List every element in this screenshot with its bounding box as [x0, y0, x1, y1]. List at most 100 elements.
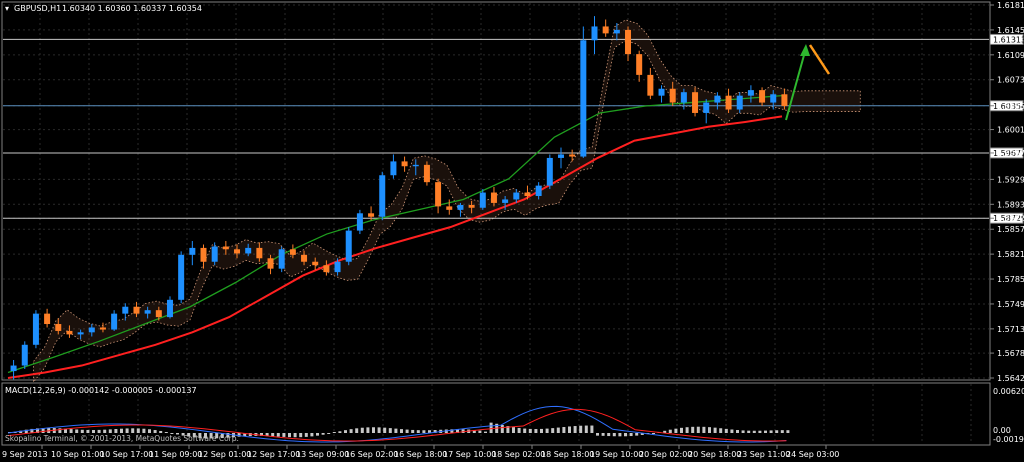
moving-averages — [7, 95, 783, 379]
macd-bar — [590, 425, 594, 433]
macd-bar — [41, 428, 45, 433]
macd-bar — [573, 426, 577, 433]
macd-bar — [276, 433, 280, 437]
macd-bar — [775, 430, 779, 433]
macd-bar — [86, 429, 90, 433]
macd-bar — [674, 428, 678, 433]
macd-bar — [360, 427, 364, 433]
candle-body — [21, 344, 28, 366]
moving-average-line — [7, 115, 783, 379]
macd-bar — [607, 433, 611, 437]
macd-bar — [680, 427, 683, 433]
macd-title: MACD(12,26,9) -0.000142 -0.000005 -0.000… — [5, 386, 197, 395]
macd-bar — [629, 433, 633, 437]
macd-bar — [540, 428, 543, 433]
macd-bar — [148, 429, 151, 433]
candle-body — [189, 247, 196, 255]
macd-bar — [702, 426, 706, 433]
macd-bar — [691, 426, 695, 433]
macd-bar — [668, 429, 672, 433]
macd-bar — [265, 433, 269, 437]
macd-bar — [523, 428, 527, 433]
macd-bar — [786, 430, 790, 433]
time-tick-label: 18 Sep 18:00 — [541, 450, 594, 459]
macd-axis-label: 0.00 — [993, 426, 1011, 435]
level-tag-label: 1.60354 — [993, 102, 1024, 111]
macd-bar — [736, 430, 739, 433]
candle-body — [334, 261, 341, 273]
macd-bar — [422, 430, 426, 433]
candle-body — [166, 299, 173, 318]
macd-bar — [652, 433, 655, 434]
candlesticks — [10, 16, 788, 380]
macd-bar — [24, 429, 28, 433]
price-tick-label: 1.57490 — [997, 300, 1024, 309]
macd-bar — [534, 429, 538, 433]
macd-bar — [724, 428, 728, 433]
candle-body — [546, 157, 553, 186]
forecast-arrows — [785, 44, 831, 121]
macd-bar — [528, 428, 532, 433]
candle-body — [781, 94, 788, 107]
candle-body — [178, 254, 185, 300]
macd-bar — [383, 427, 387, 433]
candle-body — [770, 94, 777, 103]
macd-bar — [388, 428, 392, 433]
macd-bar — [187, 433, 191, 437]
candle-body — [155, 310, 162, 318]
copyright-text: Skopalino Terminal, © 2001-2013, MetaQuo… — [5, 434, 239, 443]
macd-bar — [69, 429, 73, 433]
candle-body — [122, 306, 129, 314]
macd-bar — [142, 428, 146, 433]
chevron-down-icon[interactable]: ▾ — [5, 4, 9, 13]
macd-bar — [125, 428, 129, 433]
candle-body — [55, 324, 62, 331]
macd-bar — [551, 428, 555, 433]
macd-bar — [708, 427, 711, 433]
level-tag — [989, 33, 1024, 45]
time-tick-label: 23 Sep 11:00 — [737, 450, 790, 459]
price-tick-label: 1.57850 — [997, 275, 1024, 284]
macd-bar — [355, 428, 359, 433]
time-tick-label: 16 Sep 02:00 — [345, 450, 398, 459]
macd-bar — [181, 433, 185, 436]
candle-body — [435, 182, 442, 207]
macd-bar — [131, 428, 135, 433]
chart-quote: 1.60340 1.60360 1.60337 1.60354 — [62, 4, 202, 13]
macd-bar — [635, 433, 639, 436]
macd-bar — [310, 433, 314, 437]
macd-panel-frame — [1, 382, 991, 446]
candle-body — [77, 332, 84, 335]
macd-bar — [517, 427, 521, 433]
macd-bar — [36, 428, 39, 433]
macd-bar — [114, 429, 118, 433]
candle-body — [211, 246, 218, 262]
candle-body — [524, 192, 531, 196]
macd-bar — [506, 426, 510, 433]
candle-body — [725, 95, 732, 110]
macd-bar — [204, 433, 207, 439]
macd-bar — [198, 433, 202, 438]
macd-axis-label: 0.006206 — [993, 387, 1024, 396]
macd-bar — [758, 430, 762, 433]
candle-body — [200, 247, 207, 262]
up-arrow-head-icon — [800, 44, 810, 56]
macd-bar — [663, 430, 667, 433]
candle-body — [680, 92, 687, 103]
macd-bar — [377, 427, 381, 433]
candle-body — [669, 88, 676, 103]
macd-bar — [349, 429, 353, 433]
macd-bar — [405, 429, 409, 433]
macd-bar — [237, 433, 241, 437]
macd-bar — [332, 432, 336, 433]
candle-body — [613, 29, 620, 34]
candle-body — [301, 254, 308, 262]
candle-body — [692, 92, 699, 113]
candle-body — [66, 330, 73, 335]
macd-bar — [344, 430, 347, 433]
price-tick-label: 1.56780 — [997, 349, 1024, 358]
candle-body — [703, 102, 710, 113]
macd-bar — [170, 433, 174, 434]
